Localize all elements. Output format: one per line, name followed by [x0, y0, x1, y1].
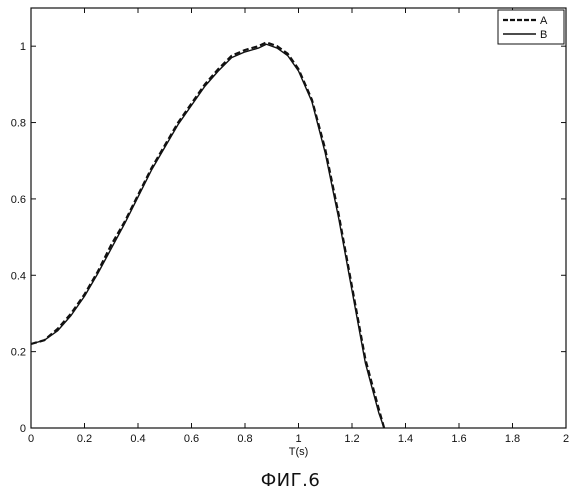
y-axis-ticks: 0 0.2 0.4 0.6 0.8 1 [11, 41, 566, 435]
y-tick-label: 1 [20, 41, 26, 53]
y-tick-label: 0.6 [11, 194, 26, 206]
legend-label-a: A [540, 15, 548, 27]
x-tick-label: 1.4 [398, 433, 413, 445]
y-tick-label: 0 [20, 423, 26, 435]
legend: AB [498, 10, 564, 44]
x-tick-label: 2 [563, 433, 569, 445]
x-tick-label: 0.8 [237, 433, 252, 445]
legend-box [498, 10, 564, 44]
x-tick-label: 0.6 [184, 433, 199, 445]
x-tick-label: 1.2 [344, 433, 359, 445]
y-tick-label: 0.8 [11, 118, 26, 130]
x-tick-label: 1 [295, 433, 301, 445]
figure-caption: ФИГ.6 [0, 470, 581, 491]
x-tick-label: 0.2 [77, 433, 92, 445]
series-layer [31, 42, 384, 428]
y-tick-label: 0.4 [11, 270, 26, 282]
x-tick-label: 0.4 [130, 433, 145, 445]
series-line-b [31, 44, 384, 428]
x-tick-label: 1.8 [505, 433, 520, 445]
x-axis-ticks: 0 0.2 0.4 0.6 0.8 1 1.2 1.4 1.6 1.8 2 [28, 8, 569, 445]
series-line-a [31, 42, 384, 428]
line-chart: 0 0.2 0.4 0.6 0.8 1 1.2 1.4 1.6 1.8 2 0 0.2 0.4 0.6 0.… [0, 0, 581, 470]
x-tick-label: 1.6 [451, 433, 466, 445]
y-tick-label: 0.2 [11, 347, 26, 359]
x-axis-title: T(s) [289, 446, 309, 458]
legend-label-b: B [540, 29, 547, 41]
x-tick-label: 0 [28, 433, 34, 445]
